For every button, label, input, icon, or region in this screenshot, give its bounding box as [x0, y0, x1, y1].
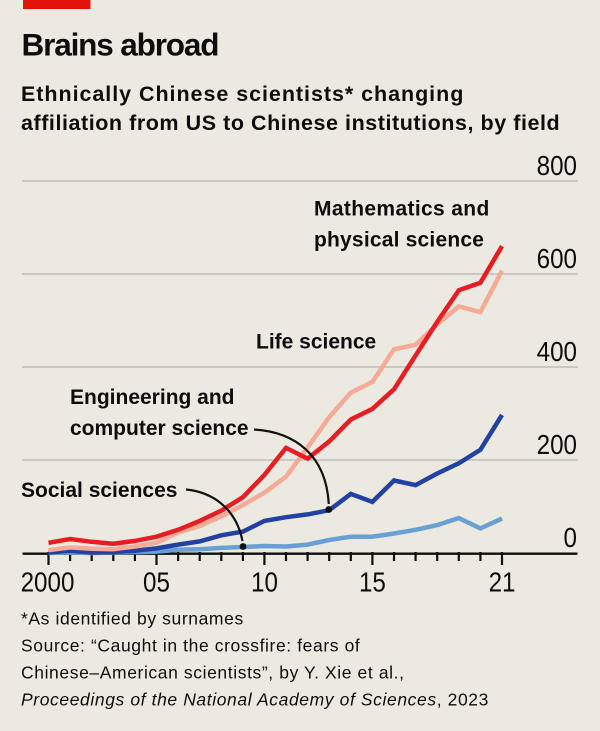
svg-text:Mathematics and: Mathematics and	[314, 197, 490, 220]
svg-text:2000: 2000	[21, 568, 75, 598]
svg-text:Source: “Caught in the crossfi: Source: “Caught in the crossfire: fears …	[21, 636, 360, 656]
svg-text:800: 800	[537, 152, 577, 182]
svg-text:Proceedings of the National Ac: Proceedings of the National Academy of S…	[21, 690, 489, 710]
svg-text:Brains abroad: Brains abroad	[22, 27, 219, 63]
svg-text:21: 21	[489, 568, 516, 598]
svg-text:Social sciences: Social sciences	[21, 479, 177, 502]
svg-text:0: 0	[564, 523, 577, 553]
svg-text:physical science: physical science	[314, 228, 484, 251]
svg-text:400: 400	[537, 338, 577, 368]
svg-text:200: 200	[537, 431, 577, 461]
svg-text:Engineering and: Engineering and	[70, 386, 235, 409]
svg-text:10: 10	[251, 568, 278, 598]
svg-text:15: 15	[359, 568, 386, 598]
svg-text:Chinese–American scientists”,: Chinese–American scientists”, by Y. Xie …	[21, 663, 405, 683]
svg-text:05: 05	[143, 568, 170, 598]
svg-text:computer science: computer science	[70, 417, 249, 440]
svg-text:*As identified by surnames: *As identified by surnames	[21, 609, 244, 629]
svg-text:Ethnically Chinese scientists*: Ethnically Chinese scientists* changing	[21, 82, 464, 106]
svg-text:affiliation from US to Chinese: affiliation from US to Chinese instituti…	[21, 111, 560, 135]
svg-text:600: 600	[537, 245, 577, 275]
svg-text:Life science: Life science	[256, 331, 376, 354]
